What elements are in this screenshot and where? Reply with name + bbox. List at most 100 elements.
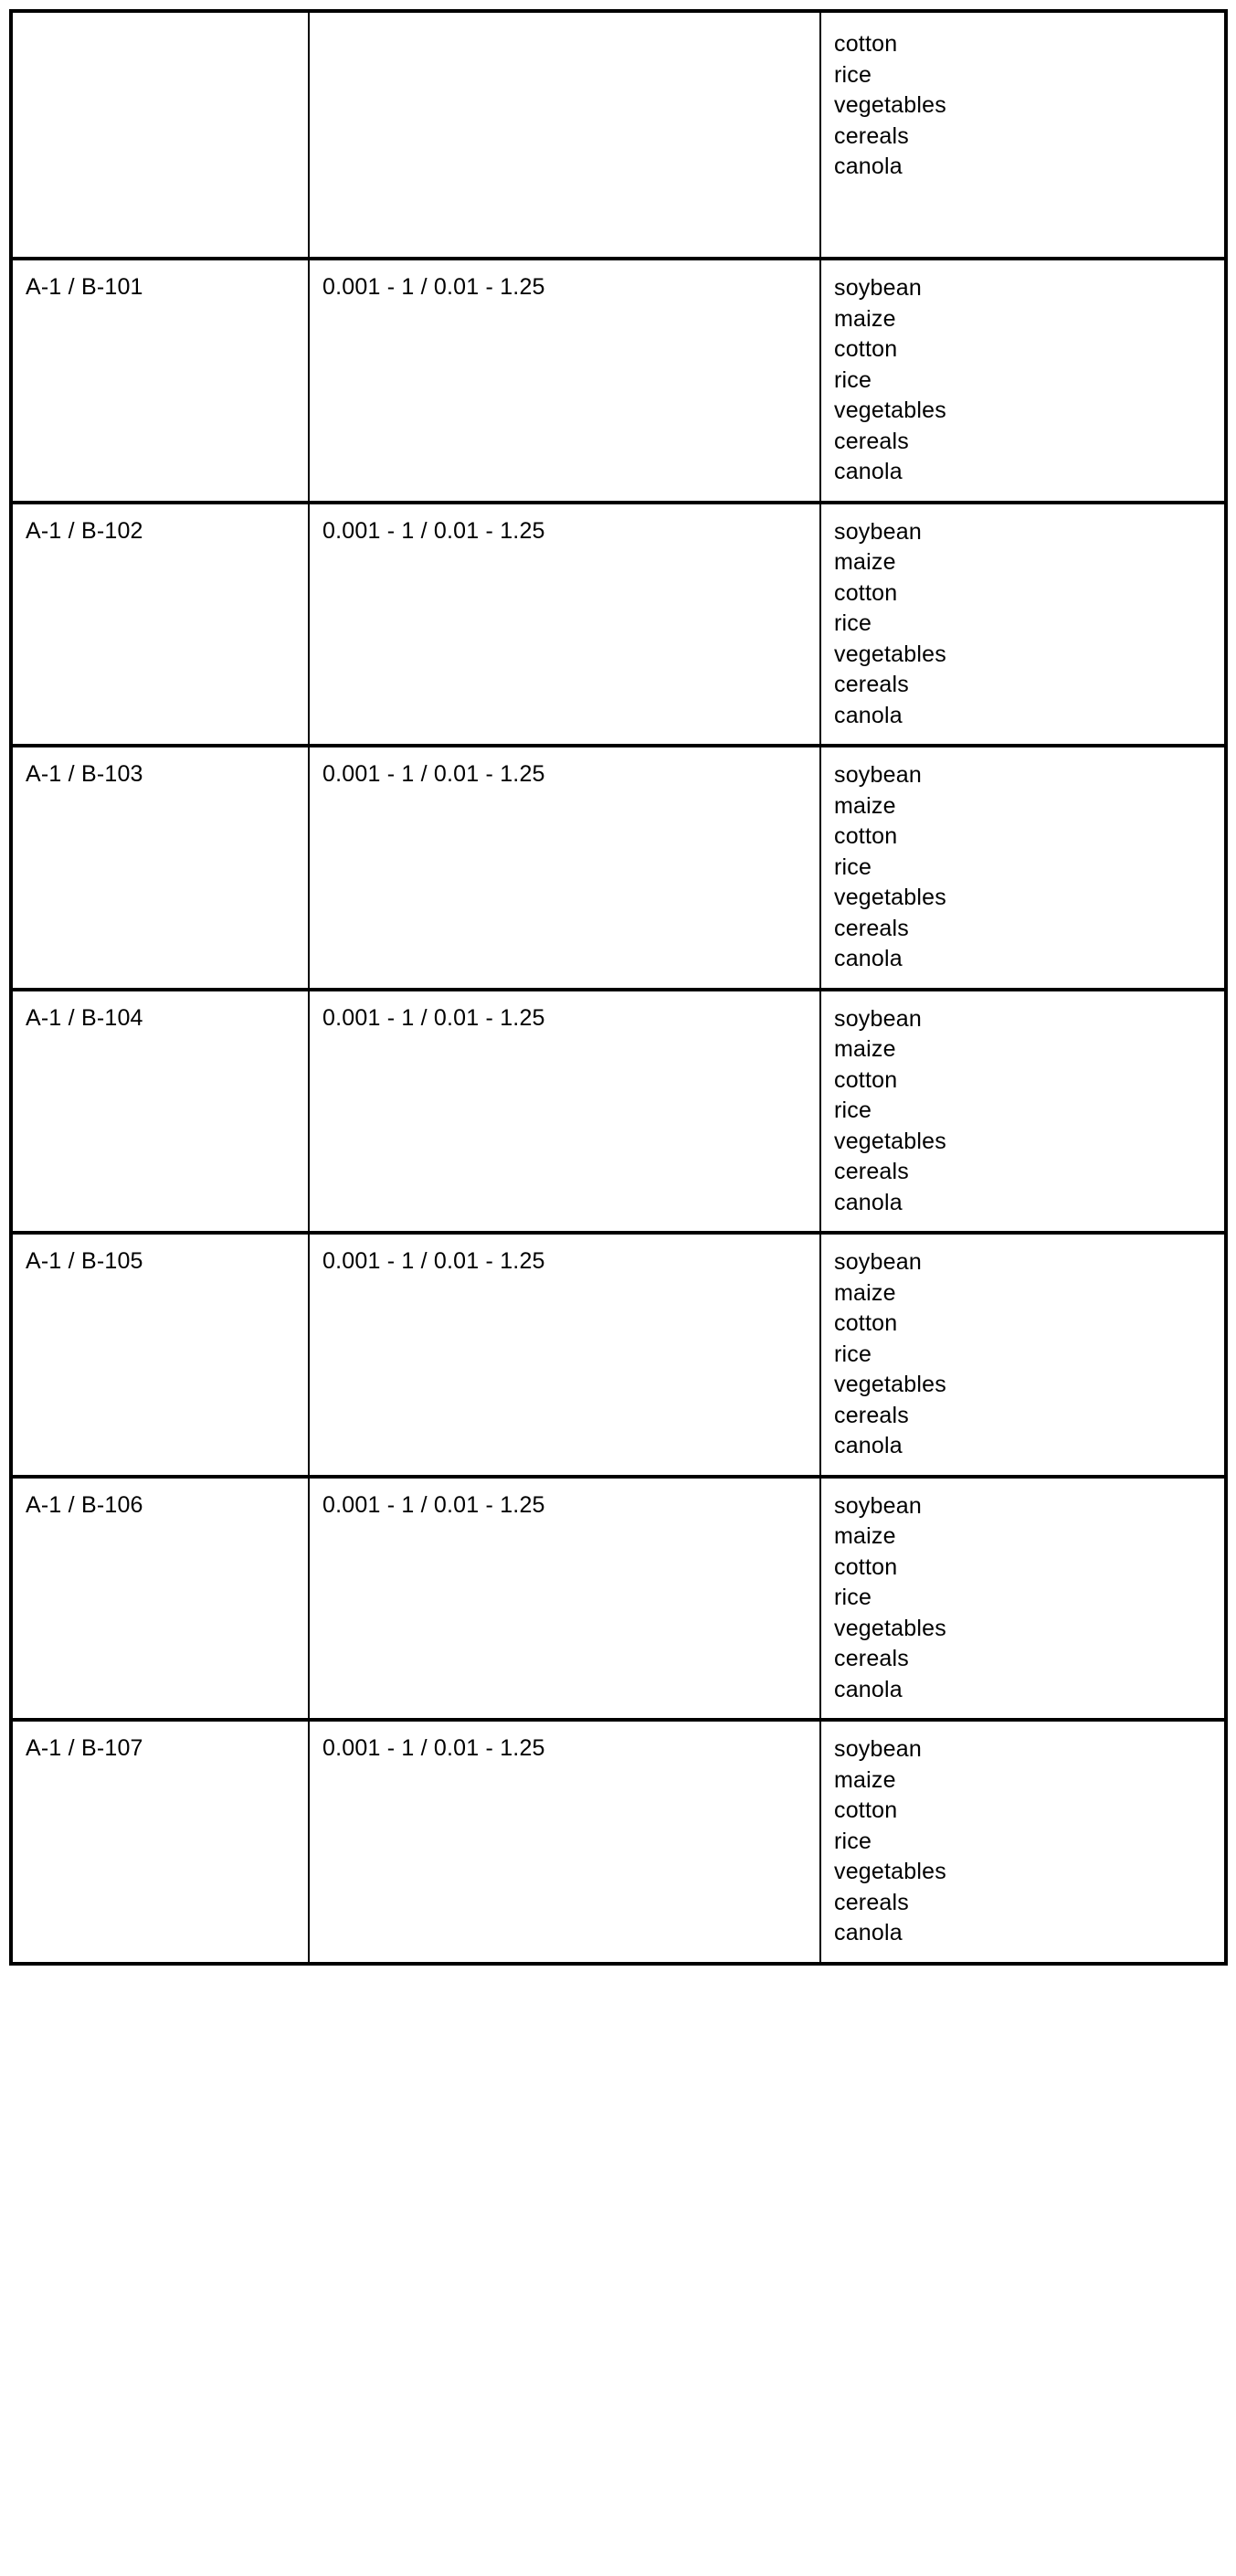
cell-range: 0.001 - 1 / 0.01 - 1.25 bbox=[309, 1477, 820, 1721]
crop-list-item: rice bbox=[834, 366, 1224, 397]
cell-range: 0.001 - 1 / 0.01 - 1.25 bbox=[309, 503, 820, 747]
crop-list-item: cotton bbox=[834, 334, 1224, 366]
crop-list-item: rice bbox=[834, 609, 1224, 640]
crop-list: soybeanmaizecottonricevegetablescerealsc… bbox=[834, 1247, 1224, 1462]
crop-list-item: rice bbox=[834, 1340, 1224, 1371]
crop-list-item: soybean bbox=[834, 273, 1224, 304]
cell-range-inner: 0.001 - 1 / 0.01 - 1.25 bbox=[310, 991, 819, 1044]
crop-list-item: cereals bbox=[834, 427, 1224, 458]
crop-list-item: vegetables bbox=[834, 1857, 1224, 1888]
table-row: A-1 / B-1010.001 - 1 / 0.01 - 1.25soybea… bbox=[11, 259, 1226, 503]
cell-range: 0.001 - 1 / 0.01 - 1.25 bbox=[309, 1720, 820, 1964]
cell-crops: soybeanmaizecottonricevegetablescerealsc… bbox=[820, 746, 1226, 990]
cell-crops-inner: soybeanmaizecottonricevegetablescerealsc… bbox=[821, 1479, 1224, 1719]
cell-identifier: A-1 / B-105 bbox=[11, 1233, 309, 1477]
cell-crops: soybeanmaizecottonricevegetablescerealsc… bbox=[820, 1233, 1226, 1477]
crop-list-item: vegetables bbox=[834, 883, 1224, 914]
crop-list-item: maize bbox=[834, 304, 1224, 335]
crop-list-item: cereals bbox=[834, 1401, 1224, 1432]
cell-identifier: A-1 / B-107 bbox=[11, 1720, 309, 1964]
cell-crops: soybeanmaizecottonricevegetablescerealsc… bbox=[820, 1477, 1226, 1721]
crop-list-item: vegetables bbox=[834, 90, 1224, 122]
crop-list-item: cotton bbox=[834, 1309, 1224, 1340]
cell-crops-inner: soybeanmaizecottonricevegetablescerealsc… bbox=[821, 747, 1224, 988]
identifier-text: A-1 / B-104 bbox=[26, 1004, 308, 1032]
crop-list-item: maize bbox=[834, 547, 1224, 578]
crop-list-item: maize bbox=[834, 791, 1224, 822]
crop-list-item: rice bbox=[834, 1827, 1224, 1858]
crop-list-item: rice bbox=[834, 60, 1224, 91]
crop-list-item: canola bbox=[834, 701, 1224, 732]
cell-identifier: A-1 / B-101 bbox=[11, 259, 309, 503]
crop-list-item: soybean bbox=[834, 1491, 1224, 1522]
crop-list-item: soybean bbox=[834, 1247, 1224, 1278]
crop-list: soybeanmaizecottonricevegetablescerealsc… bbox=[834, 760, 1224, 975]
cell-crops-inner: soybeanmaizecottonricevegetablescerealsc… bbox=[821, 1235, 1224, 1475]
crop-list: soybeanmaizecottonricevegetablescerealsc… bbox=[834, 1491, 1224, 1706]
cell-range-inner: 0.001 - 1 / 0.01 - 1.25 bbox=[310, 504, 819, 557]
range-text: 0.001 - 1 / 0.01 - 1.25 bbox=[322, 517, 819, 545]
crop-list-item: canola bbox=[834, 457, 1224, 488]
crop-list-item: soybean bbox=[834, 1734, 1224, 1765]
cell-crops: cottonricevegetablescerealscanola bbox=[820, 11, 1226, 259]
cell-range-inner: 0.001 - 1 / 0.01 - 1.25 bbox=[310, 1479, 819, 1532]
cell-identifier-inner: A-1 / B-103 bbox=[13, 747, 308, 800]
cell-identifier-inner: A-1 / B-107 bbox=[13, 1722, 308, 1775]
crop-list-item: maize bbox=[834, 1278, 1224, 1309]
crop-list-item: cereals bbox=[834, 1157, 1224, 1188]
crop-list-item: soybean bbox=[834, 760, 1224, 791]
table-row: A-1 / B-102 0.001 - 1 / 0.01 - 1.25 soybea… bbox=[11, 503, 1226, 747]
table-body: cottonricevegetablescerealscanolaA-1 / B… bbox=[11, 11, 1226, 1964]
identifier-text: A-1 / B-105 bbox=[26, 1247, 308, 1275]
crop-list-item: canola bbox=[834, 1431, 1224, 1462]
cell-identifier-inner: A-1 / B-106 bbox=[13, 1479, 308, 1532]
crop-list-item: cereals bbox=[834, 1888, 1224, 1919]
table-row: A-1 / B-1030.001 - 1 / 0.01 - 1.25soybea… bbox=[11, 746, 1226, 990]
crop-list-item: vegetables bbox=[834, 1127, 1224, 1158]
crop-list: soybeanmaizecottonricevegetablescerealsc… bbox=[834, 273, 1224, 488]
crop-list-item: vegetables bbox=[834, 1370, 1224, 1401]
identifier-text: A-1 / B-107 bbox=[26, 1734, 308, 1762]
cell-identifier: A-1 / B-106 bbox=[11, 1477, 309, 1721]
crop-list-item: rice bbox=[834, 853, 1224, 884]
range-text: 0.001 - 1 / 0.01 - 1.25 bbox=[322, 1004, 819, 1032]
table-row: A-1 / B-1070.001 - 1 / 0.01 - 1.25soybea… bbox=[11, 1720, 1226, 1964]
cell-identifier: A-1 / B-102 bbox=[11, 503, 309, 747]
crop-list-item: cereals bbox=[834, 914, 1224, 945]
identifier-text: A-1 / B-102 bbox=[26, 517, 308, 545]
table-row: A-1 / B-104 0.001 - 1 / 0.01 - 1.25soybea… bbox=[11, 990, 1226, 1234]
crop-list-item: vegetables bbox=[834, 396, 1224, 427]
crop-list-item: canola bbox=[834, 1188, 1224, 1219]
crop-list-item: canola bbox=[834, 1675, 1224, 1706]
cell-range-inner bbox=[310, 13, 819, 42]
crop-list-item: maize bbox=[834, 1765, 1224, 1797]
cell-range: 0.001 - 1 / 0.01 - 1.25 bbox=[309, 746, 820, 990]
cell-range-inner: 0.001 - 1 / 0.01 - 1.25 bbox=[310, 1722, 819, 1775]
cell-crops: soybeanmaizecottonricevegetablescerealsc… bbox=[820, 1720, 1226, 1964]
cell-range bbox=[309, 11, 820, 259]
cell-identifier-inner: A-1 / B-102 bbox=[13, 504, 308, 557]
range-text: 0.001 - 1 / 0.01 - 1.25 bbox=[322, 1734, 819, 1762]
crop-list-item: vegetables bbox=[834, 640, 1224, 671]
table-row: cottonricevegetablescerealscanola bbox=[11, 11, 1226, 259]
identifier-text: A-1 / B-106 bbox=[26, 1491, 308, 1519]
crop-list: soybeanmaizecottonricevegetablescerealsc… bbox=[834, 517, 1224, 732]
cell-crops: soybeanmaizecottonricevegetablescerealsc… bbox=[820, 259, 1226, 503]
identifier-text: A-1 / B-103 bbox=[26, 760, 308, 788]
cell-crops-inner: soybeanmaizecottonricevegetablescerealsc… bbox=[821, 260, 1224, 501]
range-text: 0.001 - 1 / 0.01 - 1.25 bbox=[322, 1491, 819, 1519]
cell-crops-inner: soybeanmaizecottonricevegetablescerealsc… bbox=[821, 1722, 1224, 1962]
cell-identifier bbox=[11, 11, 309, 259]
cell-crops-inner: cottonricevegetablescerealscanola bbox=[821, 13, 1224, 196]
cell-crops-inner: soybeanmaizecottonricevegetablescerealsc… bbox=[821, 504, 1224, 745]
cell-crops-inner: soybeanmaizecottonricevegetablescerealsc… bbox=[821, 991, 1224, 1232]
cell-crops: soybeanmaizecottonricevegetablescerealsc… bbox=[820, 990, 1226, 1234]
crop-list-item: cereals bbox=[834, 1644, 1224, 1675]
cell-range: 0.001 - 1 / 0.01 - 1.25 bbox=[309, 259, 820, 503]
crop-list-item: cereals bbox=[834, 670, 1224, 701]
cell-range-inner: 0.001 - 1 / 0.01 - 1.25 bbox=[310, 1235, 819, 1288]
cell-range: 0.001 - 1 / 0.01 - 1.25 bbox=[309, 1233, 820, 1477]
crop-list-item: cotton bbox=[834, 822, 1224, 853]
crop-list-item: cotton bbox=[834, 1065, 1224, 1097]
crop-list: cottonricevegetablescerealscanola bbox=[834, 29, 1224, 183]
